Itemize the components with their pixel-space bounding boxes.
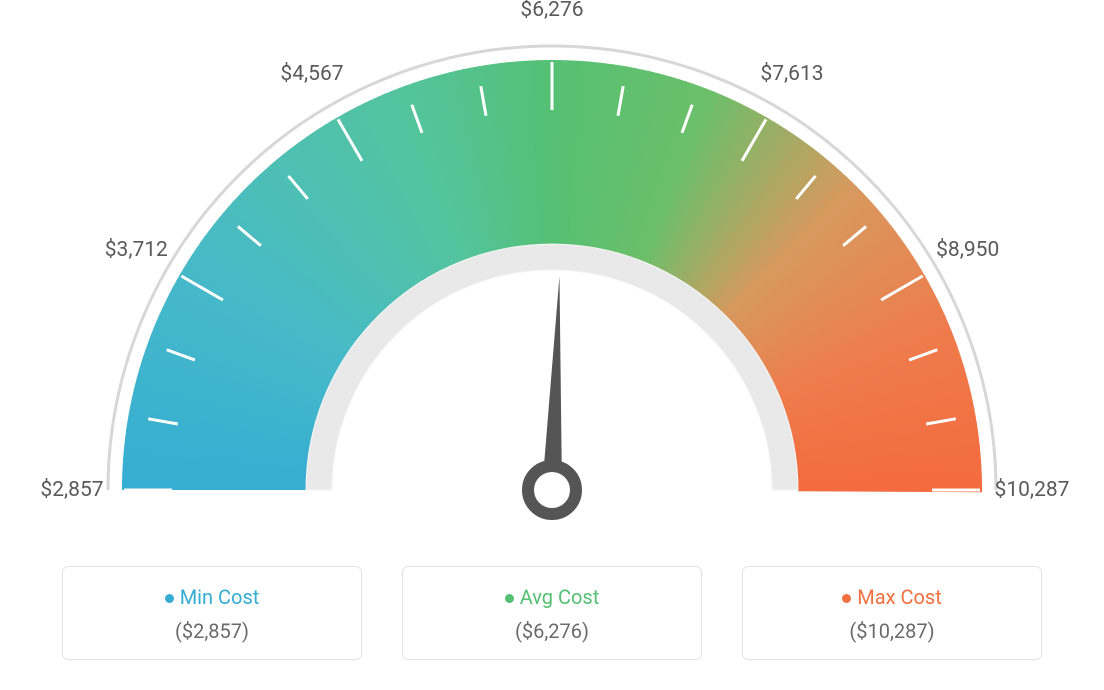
legend-title-text: Max Cost <box>857 585 942 609</box>
legend-dot-icon <box>505 594 514 603</box>
tick-label: $3,712 <box>105 238 168 262</box>
legend-card: Avg Cost ($6,276) <box>402 566 702 660</box>
legend-title-text: Min Cost <box>180 585 260 609</box>
legend-value: ($10,287) <box>753 619 1031 643</box>
tick-label: $10,287 <box>995 478 1070 502</box>
tick-label: $6,276 <box>520 0 583 22</box>
tick-label: $4,567 <box>280 62 343 86</box>
tick-label: $7,613 <box>760 62 823 86</box>
legend-card: Max Cost ($10,287) <box>742 566 1042 660</box>
legend-title-text: Avg Cost <box>520 585 600 609</box>
legend-value: ($6,276) <box>413 619 691 643</box>
legend-title: Min Cost <box>73 585 351 609</box>
legend-card: Min Cost ($2,857) <box>62 566 362 660</box>
needle <box>542 276 562 490</box>
legend-dot-icon <box>165 594 174 603</box>
needle-hub <box>528 466 576 514</box>
legend-title: Max Cost <box>753 585 1031 609</box>
tick-label: $8,950 <box>936 238 999 262</box>
legend-value: ($2,857) <box>73 619 351 643</box>
legend-dot-icon <box>842 594 851 603</box>
cost-gauge: $2,857 $3,712 $4,567 $6,276 $7,613 $8,950 $10,… <box>0 0 1104 520</box>
tick-label: $2,857 <box>40 478 103 502</box>
gauge-svg <box>0 0 1104 560</box>
legend-row: Min Cost ($2,857) Avg Cost ($6,276) Max Cost… <box>0 566 1104 660</box>
legend-title: Avg Cost <box>413 585 691 609</box>
